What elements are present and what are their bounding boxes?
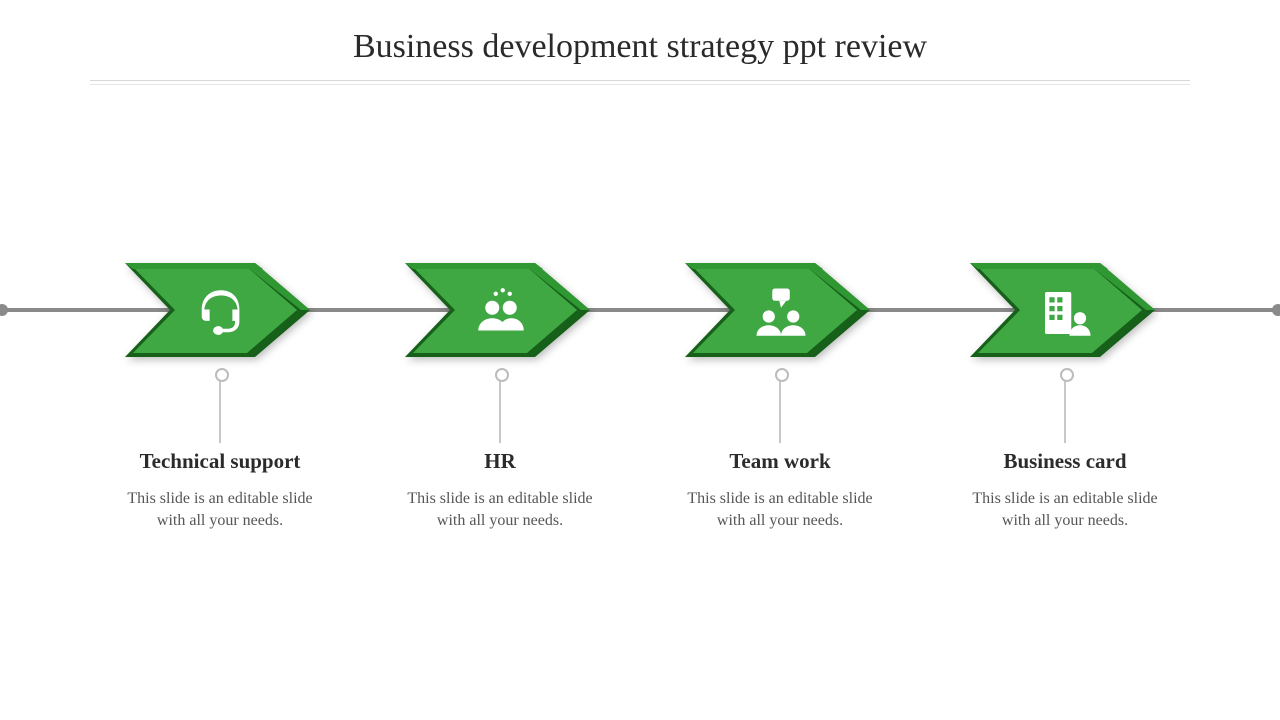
- stage-title: Business card: [945, 449, 1185, 474]
- stage-connector: [219, 373, 221, 443]
- stage-connector: [779, 373, 781, 443]
- stage-arrow: [685, 255, 875, 365]
- title-rule: [90, 80, 1190, 81]
- timeline-dot-right: [1272, 304, 1280, 316]
- timeline-dot-left: [0, 304, 8, 316]
- stage-title: HR: [380, 449, 620, 474]
- stage-arrow: [970, 255, 1160, 365]
- page-title: Business development strategy ppt review: [0, 0, 1280, 66]
- stage-desc: This slide is an editable slide with all…: [945, 488, 1185, 531]
- stage-arrow: [405, 255, 595, 365]
- building-icon: [1038, 285, 1094, 341]
- team-icon: [753, 285, 809, 341]
- stage-2: HR This slide is an editable slide with …: [380, 255, 620, 531]
- stage-desc: This slide is an editable slide with all…: [660, 488, 900, 531]
- stage-connector: [499, 373, 501, 443]
- stage-3: Team work This slide is an editable slid…: [660, 255, 900, 531]
- headset-icon: [193, 285, 249, 341]
- stage-desc: This slide is an editable slide with all…: [380, 488, 620, 531]
- hr-icon: [473, 285, 529, 341]
- stage-title: Team work: [660, 449, 900, 474]
- title-rule-2: [90, 84, 1190, 85]
- stage-desc: This slide is an editable slide with all…: [100, 488, 340, 531]
- stage-arrow: [125, 255, 315, 365]
- stage-connector: [1064, 373, 1066, 443]
- stage-4: Business card This slide is an editable …: [945, 255, 1185, 531]
- stage-1: Technical support This slide is an edita…: [100, 255, 340, 531]
- stage-title: Technical support: [100, 449, 340, 474]
